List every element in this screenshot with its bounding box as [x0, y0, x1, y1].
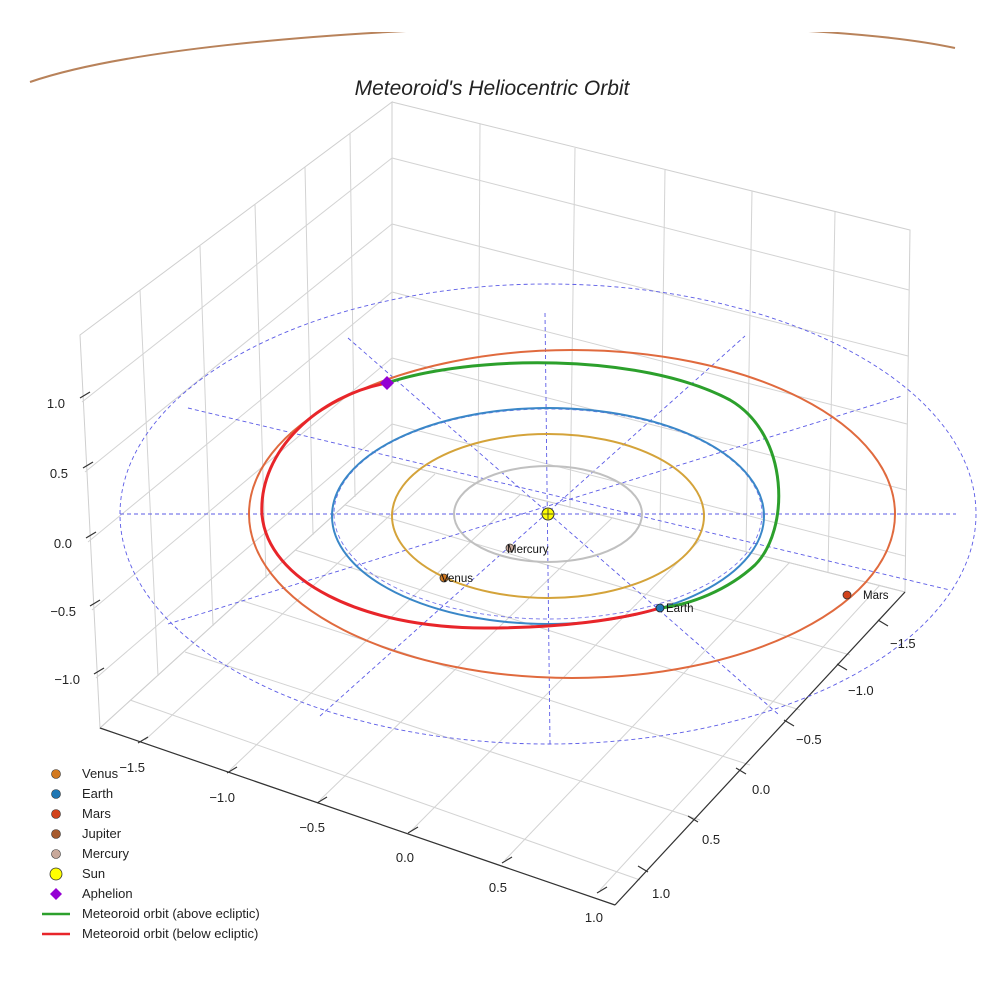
z-tick-1: 1.0	[47, 396, 65, 411]
z-tick-5: −1.0	[54, 672, 80, 687]
y-axis: −1.5 −1.0 −0.5 0.0 0.5 1.0	[637, 619, 916, 901]
grid-panes	[79, 101, 911, 906]
meteoroid-orbit-below	[260, 381, 661, 630]
x-tick-5: 0.5	[489, 880, 507, 895]
legend-label-below: Meteoroid orbit (below ecliptic)	[82, 926, 258, 941]
chart-title: Meteoroid's Heliocentric Orbit	[355, 77, 631, 100]
x-tick-1: −1.5	[119, 760, 145, 775]
orbit-earth	[331, 407, 765, 625]
meteoroid-orbit	[260, 361, 781, 630]
legend-label-sun: Sun	[82, 866, 105, 881]
z-tick-4: −0.5	[50, 604, 76, 619]
legend-label-mars: Mars	[82, 806, 111, 821]
legend-label-venus: Venus	[82, 766, 119, 781]
legend-label-aphelion: Aphelion	[82, 886, 133, 901]
y-tick-2: −1.0	[848, 683, 874, 698]
marker-mars	[842, 590, 852, 600]
label-earth: Earth	[666, 603, 694, 615]
legend-marker-mercury	[51, 849, 61, 859]
orbit-mercury	[453, 465, 643, 563]
legend-marker-earth	[51, 789, 61, 799]
y-tick-1: −1.5	[890, 636, 916, 651]
label-venus: Venus	[441, 573, 473, 585]
planet-markers: Mercury Venus Earth Mars	[380, 376, 889, 615]
meteoroid-orbit-above	[386, 361, 781, 610]
y-tick-6: 1.0	[652, 886, 670, 901]
y-tick-3: −0.5	[796, 732, 822, 747]
y-tick-4: 0.0	[752, 782, 770, 797]
orbit-mars	[248, 349, 896, 679]
marker-mercury	[505, 543, 515, 553]
marker-earth	[655, 603, 665, 613]
x-tick-2: −1.0	[209, 790, 235, 805]
z-tick-2: 0.5	[50, 466, 68, 481]
legend-marker-aphelion	[50, 888, 62, 900]
x-tick-3: −0.5	[299, 820, 325, 835]
legend: Venus Earth Mars Jupiter Mercury Sun Aph…	[42, 766, 260, 941]
legend-marker-mars	[51, 809, 61, 819]
legend-marker-jupiter	[51, 829, 61, 839]
orbit-venus	[391, 433, 705, 599]
legend-marker-sun	[49, 867, 63, 881]
label-mercury: Mercury	[507, 544, 549, 556]
planet-orbits	[248, 349, 896, 679]
legend-label-earth: Earth	[82, 786, 113, 801]
x-tick-6: 1.0	[585, 910, 603, 925]
y-tick-5: 0.5	[702, 832, 720, 847]
legend-label-jupiter: Jupiter	[82, 826, 122, 841]
legend-label-above: Meteoroid orbit (above ecliptic)	[82, 906, 260, 921]
marker-aphelion	[380, 376, 394, 390]
label-mars: Mars	[863, 590, 889, 602]
z-axis: 1.0 0.5 0.0 −0.5 −1.0	[47, 391, 105, 687]
axis-frame	[99, 591, 906, 906]
orbit-jupiter	[29, 24, 956, 83]
legend-label-mercury: Mercury	[82, 846, 129, 861]
z-tick-3: 0.0	[54, 536, 72, 551]
marker-venus	[439, 573, 449, 583]
x-axis: −1.5 −1.0 −0.5 0.0 0.5 1.0	[119, 736, 608, 925]
legend-marker-venus	[51, 769, 61, 779]
x-tick-4: 0.0	[396, 850, 414, 865]
